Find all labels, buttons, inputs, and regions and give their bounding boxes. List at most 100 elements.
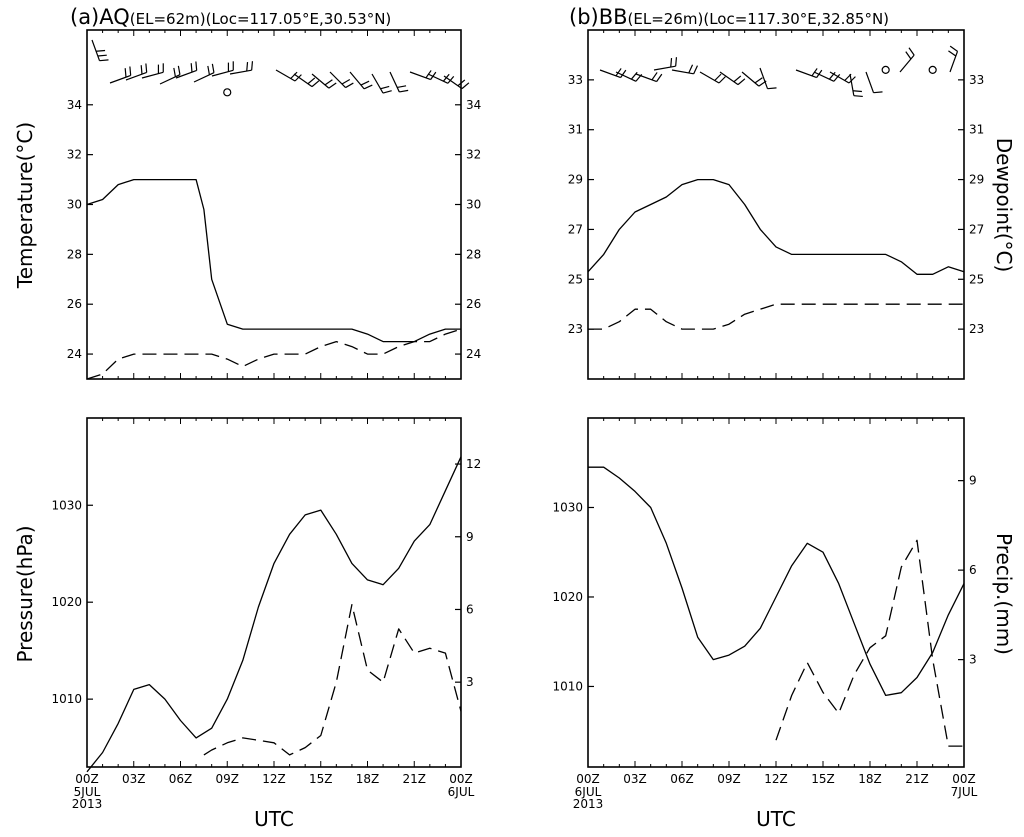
ytick-label-left: 23 — [568, 322, 583, 336]
wind-barb-feather — [207, 65, 210, 75]
wind-barb-staff — [759, 67, 769, 89]
wind-barb-staff — [141, 71, 164, 79]
wind-barb-staff — [949, 51, 959, 73]
xtick-label: 03Z — [122, 772, 146, 786]
wind-barb-feather — [307, 77, 316, 85]
wind-barb-staff — [813, 71, 835, 82]
xlabel-a: UTC — [254, 807, 294, 831]
wind-barb-staff — [329, 71, 346, 88]
ytick-label-left: 1020 — [552, 590, 583, 604]
calm-wind-marker — [881, 65, 890, 74]
wind-barb-staff — [229, 69, 252, 75]
wind-barb-staff — [635, 73, 657, 83]
ytick-label-left: 30 — [67, 198, 82, 212]
ytick-label-right: 30 — [466, 198, 481, 212]
ytick-label-right: 9 — [466, 530, 474, 544]
wind-barb-staff — [599, 69, 621, 79]
series-dashed-line — [86, 328, 462, 380]
xtick-label: 06Z — [670, 772, 694, 786]
wind-barb-feather — [124, 68, 127, 78]
wind-barb-feather — [461, 82, 470, 90]
ytick-label-left: 29 — [568, 173, 583, 187]
wind-barb-staff — [293, 73, 313, 88]
wind-barb-feather — [363, 84, 373, 90]
ytick-label-left: 33 — [568, 73, 583, 87]
wind-barb-feather — [630, 71, 638, 80]
wind-barb-feather — [651, 72, 658, 81]
ytick-label-left: 1010 — [552, 679, 583, 693]
ytick-label-right: 34 — [466, 98, 481, 112]
wind-barb-staff — [443, 75, 463, 90]
date-end-label: 6JUL — [448, 785, 475, 799]
wind-barb-feather — [360, 80, 370, 86]
wind-barb-feather — [380, 85, 390, 90]
wind-barb-staff — [349, 71, 365, 90]
wind-barb-feather — [311, 80, 320, 88]
ytick-label-right: 27 — [969, 222, 984, 236]
ytick-label-left: 1010 — [51, 692, 82, 706]
wind-barb-feather — [290, 71, 298, 79]
ytick-label-right: 3 — [466, 675, 474, 689]
wind-barb-staff — [193, 72, 215, 83]
wind-barb-feather — [324, 79, 333, 86]
ytick-label-right: 6 — [466, 602, 474, 616]
wind-barb-feather — [852, 90, 862, 93]
calm-wind-marker — [223, 88, 232, 97]
wind-barb-feather — [294, 74, 302, 82]
wind-barb-staff — [741, 71, 760, 87]
series-dashed-line — [588, 303, 964, 330]
title-a-station: AQ — [99, 5, 130, 29]
date-start-label: 5JUL — [74, 785, 101, 799]
wind-barb-staff — [865, 71, 875, 93]
ytick-label-right: 28 — [466, 247, 481, 261]
xtick-label: 15Z — [811, 772, 835, 786]
wind-barb-feather — [754, 77, 763, 84]
wind-barb-feather — [675, 57, 678, 67]
date-start-label: 2013 — [72, 797, 103, 811]
panel-a-top-frame — [86, 29, 462, 380]
panel-b-top-frame — [587, 29, 965, 380]
wind-barb-staff — [91, 39, 101, 61]
xtick-label: 00Z — [952, 772, 976, 786]
ytick-label-left: 25 — [568, 272, 583, 286]
title-a: (a)AQ(EL=62m)(Loc=117.05°E,30.53°N) — [70, 5, 391, 29]
title-b-meta: (EL=26m)(Loc=117.30°E,32.85°N) — [628, 10, 890, 28]
ylabel-dewpoint: Dewpoint(°C) — [992, 138, 1016, 273]
wind-barb-feather — [99, 59, 109, 62]
ytick-label-left: 26 — [67, 297, 82, 311]
ytick-label-right: 3 — [969, 653, 977, 667]
title-a-prefix: (a) — [70, 5, 99, 29]
xtick-label: 00Z — [576, 772, 600, 786]
wind-barb-staff — [175, 69, 197, 79]
xtick-label: 21Z — [905, 772, 929, 786]
wind-barb-feather — [718, 76, 726, 84]
ytick-label-left: 31 — [568, 123, 583, 137]
wind-barb-feather — [737, 78, 746, 86]
xtick-label: 00Z — [449, 772, 473, 786]
ytick-label-right: 32 — [466, 148, 481, 162]
xtick-label: 15Z — [309, 772, 333, 786]
title-a-meta: (EL=62m)(Loc=117.05°E,30.53°N) — [130, 10, 392, 28]
xtick-label: 18Z — [356, 772, 380, 786]
wind-barb-feather — [615, 68, 622, 77]
wind-barb-feather — [714, 73, 722, 81]
ylabel-temperature: Temperature(°C) — [13, 122, 37, 289]
ytick-label-right: 26 — [466, 297, 481, 311]
date-start-label: 2013 — [573, 797, 604, 811]
ytick-label-left: 27 — [568, 222, 583, 236]
wind-barb-feather — [173, 67, 176, 77]
xtick-label: 12Z — [764, 772, 788, 786]
xtick-label: 18Z — [858, 772, 882, 786]
xtick-label: 09Z — [216, 772, 240, 786]
series-solid-line — [86, 456, 462, 773]
wind-barb-feather — [145, 63, 148, 73]
ytick-label-left: 32 — [67, 148, 82, 162]
panel-a-bottom-frame — [86, 417, 462, 768]
wind-barb-feather — [767, 87, 777, 90]
wind-barb-staff — [795, 69, 817, 79]
wind-barb-feather — [693, 65, 699, 75]
wind-barb-staff — [829, 71, 850, 84]
wind-barb-feather — [670, 58, 673, 68]
wind-barb-feather — [96, 49, 106, 52]
